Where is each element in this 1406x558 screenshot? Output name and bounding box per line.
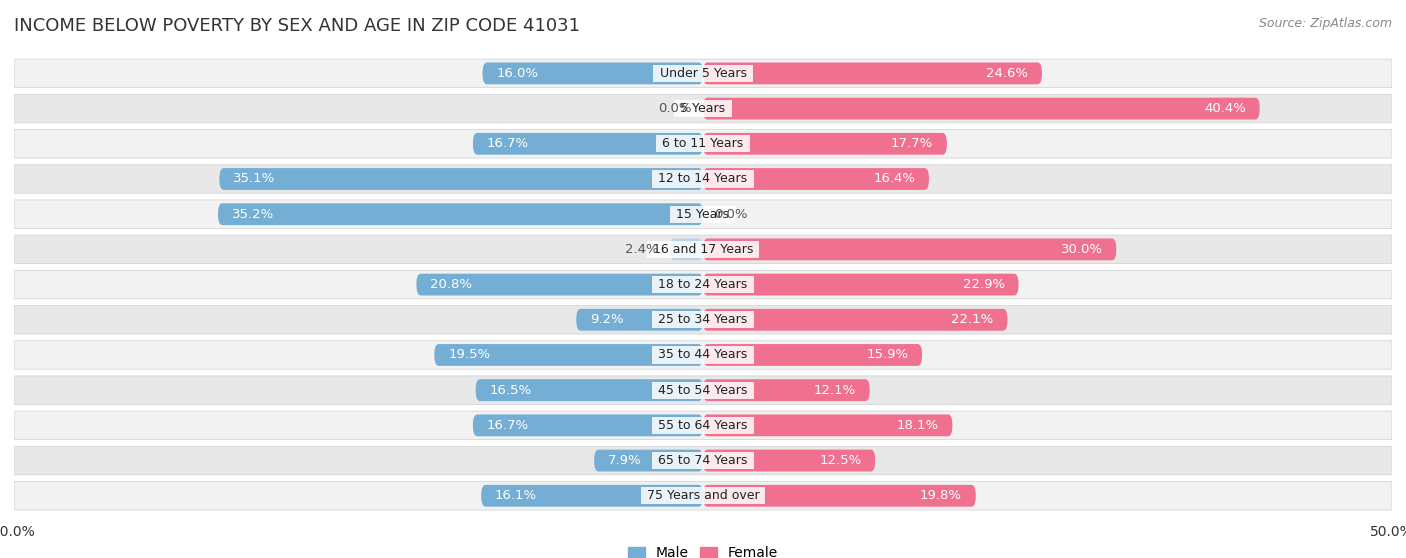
Text: 5 Years: 5 Years	[676, 102, 730, 115]
Text: 40.4%: 40.4%	[1204, 102, 1246, 115]
Text: 25 to 34 Years: 25 to 34 Years	[654, 313, 752, 326]
Text: 12.1%: 12.1%	[814, 384, 856, 397]
FancyBboxPatch shape	[703, 98, 1260, 119]
Text: 22.9%: 22.9%	[963, 278, 1005, 291]
FancyBboxPatch shape	[703, 238, 1116, 260]
FancyBboxPatch shape	[703, 168, 929, 190]
Text: 16.0%: 16.0%	[496, 67, 538, 80]
FancyBboxPatch shape	[472, 415, 703, 436]
Text: 7.9%: 7.9%	[607, 454, 641, 467]
Text: INCOME BELOW POVERTY BY SEX AND AGE IN ZIP CODE 41031: INCOME BELOW POVERTY BY SEX AND AGE IN Z…	[14, 17, 581, 35]
Text: 20.8%: 20.8%	[430, 278, 472, 291]
Text: 15 Years: 15 Years	[672, 208, 734, 220]
FancyBboxPatch shape	[434, 344, 703, 366]
Text: 35.1%: 35.1%	[233, 172, 276, 185]
FancyBboxPatch shape	[703, 309, 1008, 331]
Text: 16.7%: 16.7%	[486, 419, 529, 432]
Text: 30.0%: 30.0%	[1060, 243, 1102, 256]
FancyBboxPatch shape	[576, 309, 703, 331]
Text: Under 5 Years: Under 5 Years	[655, 67, 751, 80]
Text: 9.2%: 9.2%	[591, 313, 624, 326]
FancyBboxPatch shape	[482, 62, 703, 84]
Text: 6 to 11 Years: 6 to 11 Years	[658, 137, 748, 150]
Legend: Male, Female: Male, Female	[623, 541, 783, 558]
Text: 35 to 44 Years: 35 to 44 Years	[654, 349, 752, 362]
Text: 16.1%: 16.1%	[495, 489, 537, 502]
FancyBboxPatch shape	[14, 94, 1392, 123]
FancyBboxPatch shape	[669, 238, 703, 260]
FancyBboxPatch shape	[703, 415, 952, 436]
FancyBboxPatch shape	[14, 341, 1392, 369]
Text: 18.1%: 18.1%	[897, 419, 939, 432]
Text: 19.5%: 19.5%	[449, 349, 491, 362]
Text: 19.8%: 19.8%	[920, 489, 962, 502]
Text: 17.7%: 17.7%	[891, 137, 934, 150]
Text: 75 Years and over: 75 Years and over	[643, 489, 763, 502]
Text: 45 to 54 Years: 45 to 54 Years	[654, 384, 752, 397]
Text: 12 to 14 Years: 12 to 14 Years	[654, 172, 752, 185]
Text: 18 to 24 Years: 18 to 24 Years	[654, 278, 752, 291]
Text: 16.4%: 16.4%	[873, 172, 915, 185]
FancyBboxPatch shape	[14, 270, 1392, 299]
FancyBboxPatch shape	[703, 273, 1018, 296]
FancyBboxPatch shape	[14, 200, 1392, 228]
FancyBboxPatch shape	[703, 379, 870, 401]
Text: Source: ZipAtlas.com: Source: ZipAtlas.com	[1258, 17, 1392, 30]
Text: 65 to 74 Years: 65 to 74 Years	[654, 454, 752, 467]
FancyBboxPatch shape	[14, 446, 1392, 475]
Text: 24.6%: 24.6%	[986, 67, 1028, 80]
FancyBboxPatch shape	[481, 485, 703, 507]
FancyBboxPatch shape	[14, 376, 1392, 405]
Text: 15.9%: 15.9%	[866, 349, 908, 362]
FancyBboxPatch shape	[703, 133, 946, 155]
FancyBboxPatch shape	[14, 235, 1392, 263]
FancyBboxPatch shape	[218, 203, 703, 225]
Text: 55 to 64 Years: 55 to 64 Years	[654, 419, 752, 432]
FancyBboxPatch shape	[703, 62, 1042, 84]
FancyBboxPatch shape	[475, 379, 703, 401]
Text: 0.0%: 0.0%	[714, 208, 748, 220]
FancyBboxPatch shape	[14, 129, 1392, 158]
FancyBboxPatch shape	[219, 168, 703, 190]
Text: 16.7%: 16.7%	[486, 137, 529, 150]
FancyBboxPatch shape	[14, 306, 1392, 334]
Text: 35.2%: 35.2%	[232, 208, 274, 220]
FancyBboxPatch shape	[472, 133, 703, 155]
FancyBboxPatch shape	[703, 344, 922, 366]
FancyBboxPatch shape	[14, 482, 1392, 510]
FancyBboxPatch shape	[595, 450, 703, 472]
FancyBboxPatch shape	[703, 450, 875, 472]
Text: 0.0%: 0.0%	[658, 102, 692, 115]
FancyBboxPatch shape	[14, 411, 1392, 440]
FancyBboxPatch shape	[703, 485, 976, 507]
Text: 12.5%: 12.5%	[820, 454, 862, 467]
Text: 16 and 17 Years: 16 and 17 Years	[648, 243, 758, 256]
Text: 16.5%: 16.5%	[489, 384, 531, 397]
Text: 2.4%: 2.4%	[626, 243, 659, 256]
FancyBboxPatch shape	[14, 165, 1392, 193]
Text: 22.1%: 22.1%	[952, 313, 994, 326]
FancyBboxPatch shape	[416, 273, 703, 296]
FancyBboxPatch shape	[14, 59, 1392, 88]
